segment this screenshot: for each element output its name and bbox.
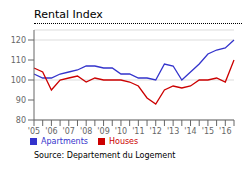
svg-text:'13: '13 [167,127,179,136]
svg-text:'08: '08 [80,127,92,136]
svg-text:'11: '11 [132,127,144,136]
svg-text:'07: '07 [63,127,75,136]
svg-text:'09: '09 [97,127,109,136]
svg-text:'15: '15 [202,127,214,136]
html-text:Houses: Houses [109,137,139,146]
svg-text:'14: '14 [184,127,196,136]
html-text:Source: Departement du Logemen: Source: Departement du Logement [34,151,176,160]
svg-text:90: 90 [16,96,26,105]
html-text:Rental Index: Rental Index [34,8,103,21]
svg-text:100: 100 [11,76,26,85]
svg-text:'05: '05 [28,127,40,136]
svg-text:'10: '10 [115,127,127,136]
svg-text:120: 120 [11,36,26,45]
svg-text:110: 110 [11,56,26,65]
html-text:Apartments: Apartments [41,137,88,146]
svg-text:'16: '16 [219,127,231,136]
svg-text:'12: '12 [150,127,162,136]
svg-text:'06: '06 [45,127,57,136]
svg-text:80: 80 [16,116,26,125]
